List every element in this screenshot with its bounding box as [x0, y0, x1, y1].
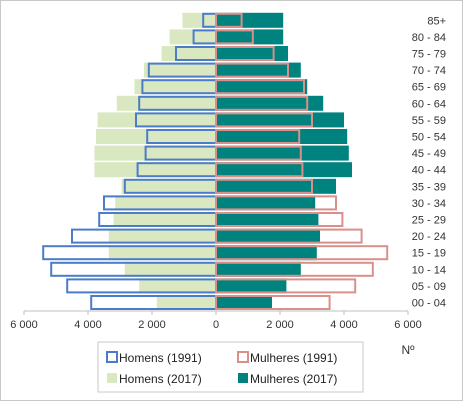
bar-mulheres-1991-55-59 [215, 112, 313, 128]
bar-mulheres-1991-20-24 [215, 228, 363, 244]
bar-mulheres-1991-65-69 [215, 79, 305, 95]
bar-mulheres-1991-30-34 [215, 195, 337, 211]
y-tick-label-40-44: 40 - 44 [412, 165, 446, 177]
x-tick-label: 6 000 [394, 319, 422, 331]
legend-swatch-homens-1991 [106, 351, 118, 363]
y-tick-label-55-59: 55 - 59 [412, 115, 446, 127]
bar-mulheres-1991-15-19 [215, 245, 389, 261]
legend-label-mulheres-2017: Mulheres (2017) [250, 372, 337, 386]
legend-label-homens-1991: Homens (1991) [119, 351, 202, 365]
bar-mulheres-2017-25-29 [216, 212, 319, 227]
bar-homens-2017-15-19 [108, 245, 216, 261]
y-tick-label-15-19: 15 - 19 [412, 248, 446, 260]
bar-homens-2017-30-34 [115, 195, 216, 211]
x-axis-unit-label: Nº [401, 343, 415, 357]
bar-homens-2017-20-24 [108, 228, 216, 244]
bar-mulheres-1991-60-64 [215, 95, 309, 111]
x-tick-label: 0 [213, 319, 219, 331]
bar-mulheres-2017-35-39 [216, 178, 336, 194]
legend-item-homens-2017: Homens (2017) [107, 372, 202, 386]
x-tick-label: 4 000 [74, 319, 102, 331]
bar-homens-2017-40-44 [94, 162, 216, 178]
y-tick-label-20-24: 20 - 24 [412, 231, 446, 243]
bar-homens-2017-70-74 [144, 62, 216, 78]
bars-layer [42, 12, 389, 310]
bar-mulheres-1991-35-39 [215, 178, 313, 194]
bar-homens-2017-75-79 [161, 46, 216, 61]
bar-homens-2017-25-29 [113, 212, 216, 227]
bar-mulheres-2017-05-09 [216, 278, 287, 294]
legend-item-homens-1991: Homens (1991) [106, 351, 202, 365]
bar-homens-2017-45-49 [94, 145, 216, 161]
y-tick-label-00-04: 00 - 04 [412, 298, 446, 310]
bar-mulheres-1991-00-04 [215, 295, 331, 310]
bar-homens-2017-00-04 [156, 295, 216, 310]
bar-mulheres-2017-60-64 [216, 95, 324, 111]
y-tick-label-35-39: 35 - 39 [412, 181, 446, 193]
y-tick-label-10-14: 10 - 14 [412, 264, 446, 276]
y-tick-label-70-74: 70 - 74 [412, 65, 446, 77]
bar-mulheres-1991-85 [215, 12, 243, 28]
y-tick-label-30-34: 30 - 34 [412, 198, 446, 210]
bar-mulheres-2017-15-19 [216, 245, 317, 261]
y-tick-label-60-64: 60 - 64 [412, 98, 446, 110]
bar-homens-2017-05-09 [139, 278, 216, 294]
x-tick-label: 2 000 [266, 319, 294, 331]
y-tick-label-75-79: 75 - 79 [412, 49, 446, 61]
bar-mulheres-2017-85 [216, 12, 284, 28]
x-axis-ticks: 6 000 4 000 2 000 0 2 000 4 000 6 000 [10, 311, 422, 331]
bar-mulheres-1991-70-74 [215, 62, 289, 78]
legend-item-mulheres-2017: Mulheres (2017) [238, 372, 337, 386]
bar-homens-2017-60-64 [116, 95, 216, 111]
bar-mulheres-1991-50-54 [215, 129, 301, 144]
bar-mulheres-1991-80-84 [215, 29, 254, 45]
bar-mulheres-2017-65-69 [216, 79, 308, 95]
bar-mulheres-2017-40-44 [216, 162, 352, 178]
bar-mulheres-2017-50-54 [216, 129, 348, 144]
y-tick-label-65-69: 65 - 69 [412, 82, 446, 94]
bar-mulheres-2017-10-14 [216, 261, 301, 277]
x-tick-label: 4 000 [330, 319, 358, 331]
bar-homens-2017-10-14 [124, 261, 216, 277]
bar-mulheres-1991-45-49 [215, 145, 302, 161]
y-tick-label-80-84: 80 - 84 [412, 32, 446, 44]
legend-item-mulheres-1991: Mulheres (1991) [237, 351, 337, 365]
bar-mulheres-1991-25-29 [215, 212, 344, 227]
bar-homens-2017-50-54 [96, 129, 216, 144]
y-tick-label-25-29: 25 - 29 [412, 215, 446, 227]
x-tick-label: 6 000 [10, 319, 38, 331]
bar-mulheres-2017-55-59 [216, 112, 344, 128]
bar-homens-2017-65-69 [134, 79, 216, 95]
legend-label-mulheres-1991: Mulheres (1991) [250, 351, 337, 365]
bar-mulheres-1991-05-09 [215, 278, 357, 294]
legend-swatch-mulheres-2017 [238, 373, 248, 383]
bar-mulheres-2017-45-49 [216, 145, 349, 161]
y-tick-label-45-49: 45 - 49 [412, 148, 446, 160]
legend-box [97, 341, 364, 393]
bar-mulheres-2017-00-04 [216, 295, 272, 310]
bar-mulheres-2017-80-84 [216, 29, 284, 45]
bar-mulheres-2017-30-34 [216, 195, 316, 211]
legend-label-homens-2017: Homens (2017) [119, 372, 202, 386]
bar-mulheres-2017-75-79 [216, 46, 288, 61]
y-tick-label-85: 85+ [427, 15, 446, 27]
bar-homens-2017-55-59 [97, 112, 216, 128]
bar-mulheres-2017-20-24 [216, 228, 320, 244]
bar-mulheres-1991-10-14 [215, 261, 374, 277]
bar-mulheres-1991-75-79 [215, 46, 275, 61]
y-tick-label-05-09: 05 - 09 [412, 281, 446, 293]
y-axis-ticks: 00 - 04 05 - 09 10 - 14 15 - 19 20 - 24 25 - … [412, 15, 446, 309]
legend: Homens (1991) Mulheres (1991) Homens (20… [97, 341, 364, 393]
legend-swatch-mulheres-1991 [237, 351, 249, 363]
y-tick-label-50-54: 50 - 54 [412, 132, 446, 144]
bar-mulheres-2017-70-74 [216, 62, 301, 78]
bar-homens-2017-35-39 [121, 178, 216, 194]
bar-homens-2017-85 [182, 12, 216, 28]
x-tick-label: 2 000 [138, 319, 166, 331]
legend-swatch-homens-2017 [107, 373, 117, 383]
bar-mulheres-1991-40-44 [215, 162, 304, 178]
